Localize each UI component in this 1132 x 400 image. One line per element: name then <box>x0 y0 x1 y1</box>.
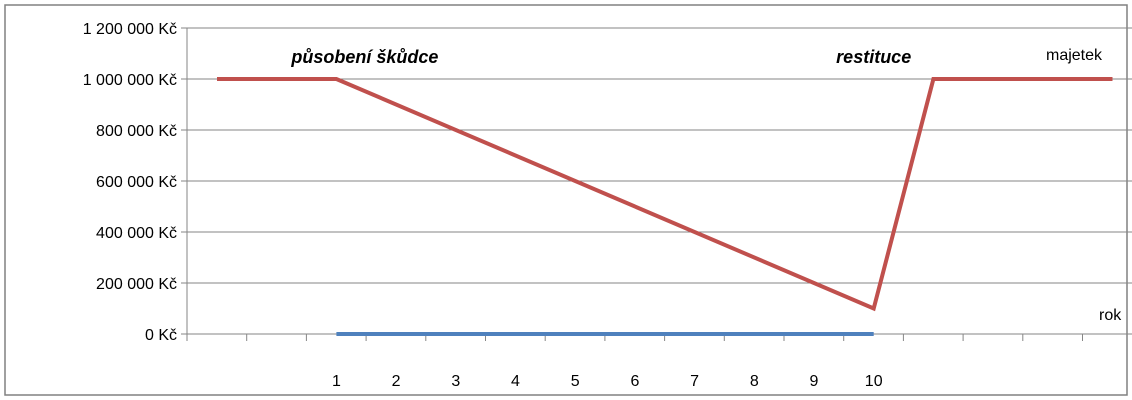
x-tick-label: 9 <box>810 373 819 390</box>
y-tick-label: 400 000 Kč <box>96 225 177 242</box>
gridlines <box>187 27 1132 284</box>
y-tick-label: 600 000 Kč <box>96 174 177 191</box>
x-tick-label: 5 <box>571 373 580 390</box>
x-tick-label: 10 <box>865 373 883 390</box>
y-tick-label: 800 000 Kč <box>96 123 177 140</box>
y-tick-label: 1 200 000 Kč <box>83 21 177 38</box>
x-tick-label: 3 <box>451 373 460 390</box>
series-line-majetek <box>217 77 1113 312</box>
chart-frame <box>4 4 1128 396</box>
x-tick-label: 1 <box>332 373 341 390</box>
x-tick-label: 2 <box>392 373 401 390</box>
y-tick-label: 200 000 Kč <box>96 276 177 293</box>
series-lines <box>217 77 1113 336</box>
series-label-majetek: majetek <box>1046 47 1103 64</box>
annotation-rest: restituce <box>836 47 911 67</box>
y-tick-label: 0 Kč <box>145 327 177 344</box>
series-label-rok: rok <box>1099 307 1122 324</box>
x-tick-label: 7 <box>690 373 699 390</box>
y-tick-label: 1 000 000 Kč <box>83 72 177 89</box>
x-axis-tick-labels: 1 2 3 4 5 6 7 8 9 10 <box>332 373 883 390</box>
annotation-puso: působení škůdce <box>290 47 438 67</box>
x-tick-label: 8 <box>750 373 759 390</box>
annotations: majetek rok působení škůdce restituce <box>290 47 1122 324</box>
y-axis-tick-labels: 0 Kč 200 000 Kč 400 000 Kč 600 000 Kč 800 00… <box>83 21 177 344</box>
x-tick-label: 4 <box>511 373 520 390</box>
x-tick-label: 6 <box>630 373 639 390</box>
